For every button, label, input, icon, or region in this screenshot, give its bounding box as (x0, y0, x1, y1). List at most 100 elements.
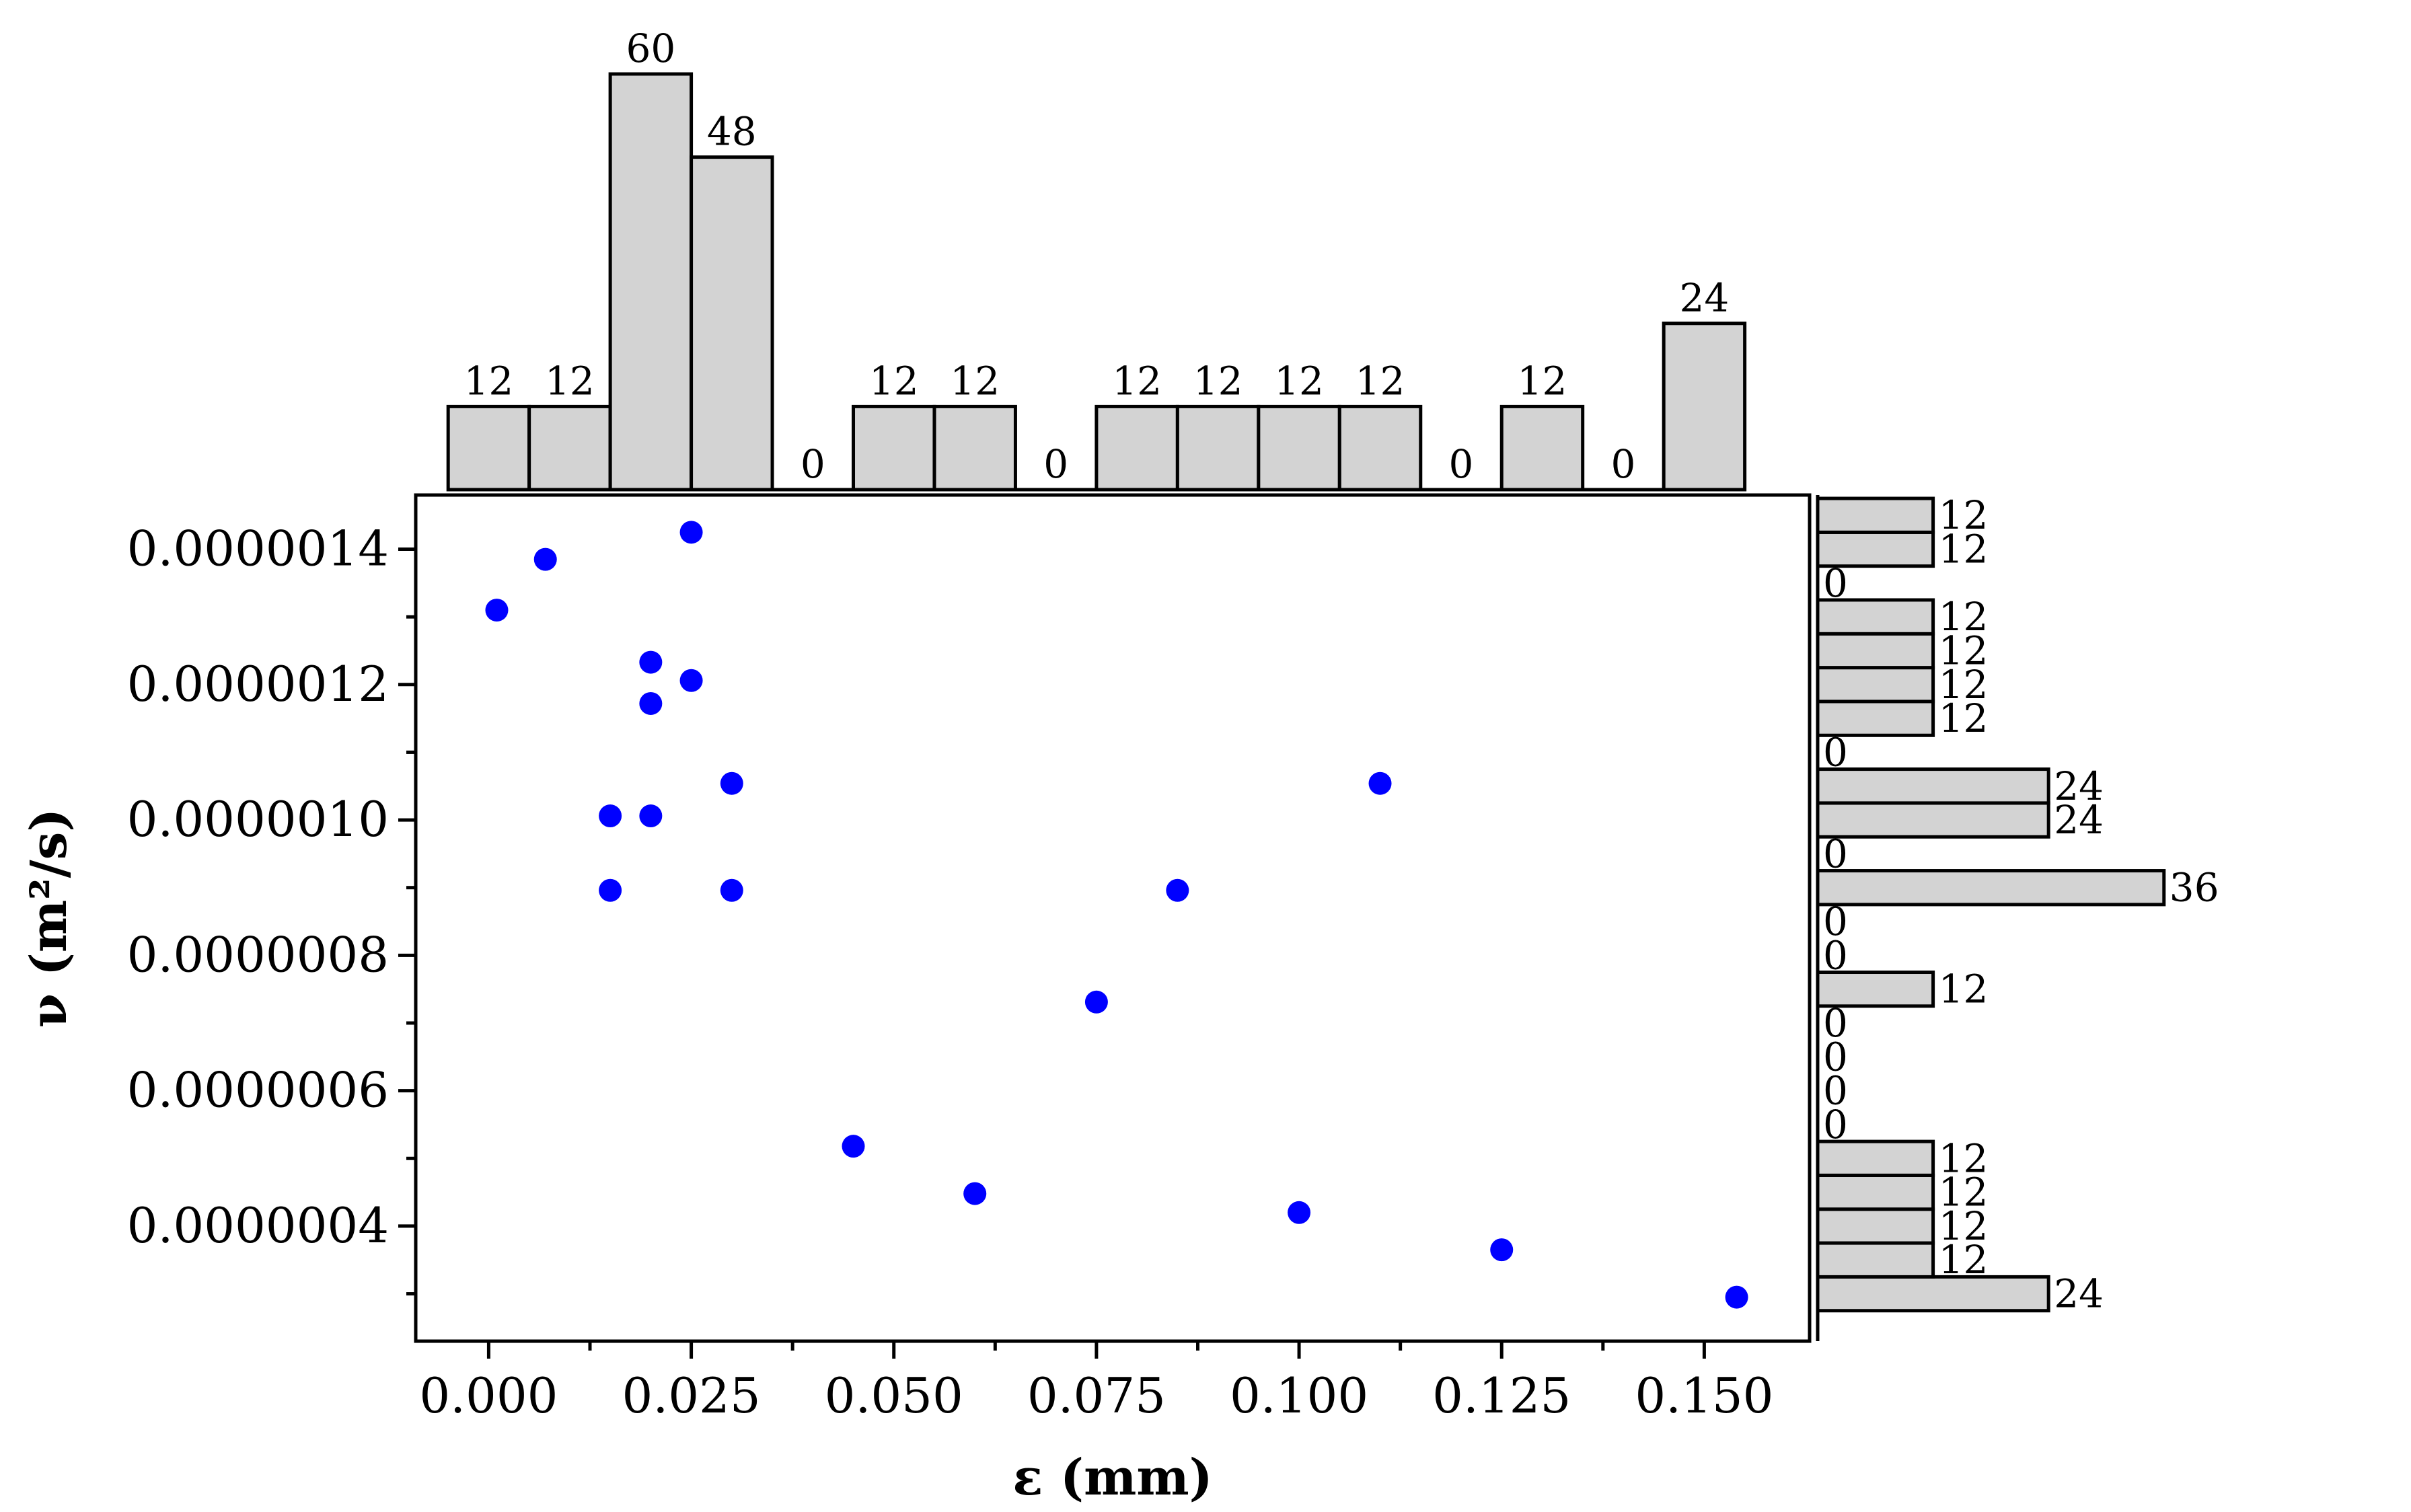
data-point (1084, 990, 1108, 1014)
x-tick-label: 0.150 (1635, 1367, 1773, 1424)
y-tick-label: 0.0000012 (127, 656, 389, 712)
x-hist-bar-label: 12 (1356, 358, 1405, 404)
data-point (720, 878, 743, 902)
y-hist-bar (1816, 1207, 1935, 1245)
y-hist-bar-label: 0 (1823, 1034, 1848, 1080)
y-hist-bar (1816, 666, 1935, 704)
y-hist-bar-label: 12 (1939, 492, 1989, 538)
y-hist-bar (1816, 801, 2050, 839)
y-hist-bar-label: 0 (1823, 932, 1848, 978)
x-hist-bar (446, 404, 531, 492)
x-hist-bar-label: 0 (801, 441, 825, 487)
y-hist-bar-label: 12 (1939, 662, 1989, 708)
x-hist-bar-label: 12 (1193, 358, 1243, 404)
x-tick-label: 0.125 (1432, 1367, 1571, 1424)
y-tick-label: 0.0000006 (127, 1062, 389, 1119)
x-hist-bar-label: 60 (626, 26, 675, 71)
x-hist-bar (1257, 404, 1341, 492)
y-hist-bar (1816, 1139, 1935, 1177)
y-hist-bar-label: 36 (2169, 865, 2219, 911)
data-point (1490, 1238, 1514, 1262)
x-tick-label: 0.000 (419, 1367, 558, 1424)
y-hist-bar (1816, 496, 1935, 534)
y-hist-bar-label: 12 (1939, 628, 1989, 673)
y-axis-title: ν (m²/s) (20, 808, 78, 1028)
y-hist-bar (1816, 1275, 2050, 1313)
x-hist-bar (1337, 404, 1423, 492)
x-hist-bar (1499, 404, 1585, 492)
y-hist-bar-label: 12 (1939, 1237, 1989, 1283)
x-hist-bar-label: 0 (1043, 441, 1068, 487)
y-hist-bar (1816, 1241, 1935, 1279)
y-tick-label: 0.0000008 (127, 926, 389, 983)
x-axis: 0.000 0.025 0.050 0.075 0.100 0.125 0.150 (419, 1341, 1773, 1424)
x-tick-label: 0.100 (1230, 1367, 1368, 1424)
y-hist-bar (1816, 530, 1935, 568)
y-axis: 0.0000004 0.0000006 0.0000008 0.0000010 0.00… (127, 521, 416, 1296)
x-hist-bar-label: 12 (950, 358, 1000, 404)
y-hist-bar (1816, 1173, 1935, 1211)
data-point (599, 804, 622, 828)
data-point (1368, 771, 1392, 795)
x-hist-bar-label: 12 (1112, 358, 1162, 404)
y-hist-bar (1816, 869, 2166, 907)
y-hist-bar (1816, 971, 1935, 1008)
plot-area (414, 493, 1812, 1343)
x-hist-bar-label: 48 (707, 109, 757, 155)
y-hist-bar (1816, 632, 1935, 670)
y-hist-bar-label: 24 (2054, 1271, 2104, 1317)
data-point (1288, 1201, 1311, 1224)
y-tick-label: 0.0000004 (127, 1197, 389, 1254)
x-hist-bar-label: 12 (545, 358, 595, 404)
x-hist-bar (1175, 404, 1261, 492)
x-tick-label: 0.050 (825, 1367, 963, 1424)
x-hist-bar-label: 12 (1518, 358, 1567, 404)
x-hist-bar-label: 0 (1449, 441, 1474, 487)
x-hist-bar (608, 72, 694, 492)
x-hist-bar-label: 12 (869, 358, 919, 404)
y-hist-bar-label: 12 (1939, 967, 1989, 1012)
data-point (1166, 878, 1189, 902)
x-axis-title: ε (mm) (1012, 1449, 1212, 1507)
x-tick-label: 0.025 (622, 1367, 761, 1424)
y-hist-bar-label: 12 (1939, 1203, 1989, 1249)
x-hist-bar (1095, 404, 1179, 492)
y-tick-label: 0.0000014 (127, 521, 389, 577)
y-hist-bar-label: 12 (1939, 695, 1989, 741)
x-hist-bar-label: 24 (1679, 275, 1729, 321)
y-hist-bar (1816, 598, 1935, 636)
y-hist-bar-label: 24 (2054, 797, 2104, 843)
data-point (720, 771, 743, 795)
y-hist-bar-label: 12 (1939, 594, 1989, 640)
x-hist-bar (527, 404, 612, 492)
data-point (485, 599, 509, 622)
y-hist-bar (1816, 700, 1935, 737)
data-point (639, 650, 663, 674)
x-hist-bar-label: 0 (1610, 441, 1635, 487)
y-tick-label: 0.0000010 (127, 791, 389, 847)
scatter-points (485, 521, 1748, 1309)
x-hist-bar-label: 12 (1274, 358, 1324, 404)
data-point (842, 1135, 865, 1158)
x-marginal-histogram: 12 12 60 48 0 12 12 0 12 12 12 12 0 12 0 24 (446, 26, 1747, 492)
data-point (533, 547, 557, 571)
y-hist-bar-label: 0 (1823, 1068, 1848, 1114)
x-tick-label: 0.075 (1027, 1367, 1166, 1424)
data-point (639, 691, 663, 715)
y-hist-bar-label: 12 (1939, 527, 1989, 572)
y-hist-bar-label: 12 (1939, 1170, 1989, 1215)
data-point (1725, 1285, 1748, 1309)
data-point (639, 804, 663, 828)
x-hist-bar (932, 404, 1017, 492)
y-hist-bar (1816, 767, 2050, 805)
y-hist-bar-label: 12 (1939, 1135, 1989, 1181)
x-hist-bar-label: 12 (464, 358, 514, 404)
y-hist-bar-label: 0 (1823, 1102, 1848, 1147)
x-hist-bar (1662, 322, 1747, 492)
x-hist-bar (690, 155, 774, 492)
data-point (679, 669, 703, 692)
data-point (679, 521, 703, 544)
data-point (599, 878, 622, 902)
